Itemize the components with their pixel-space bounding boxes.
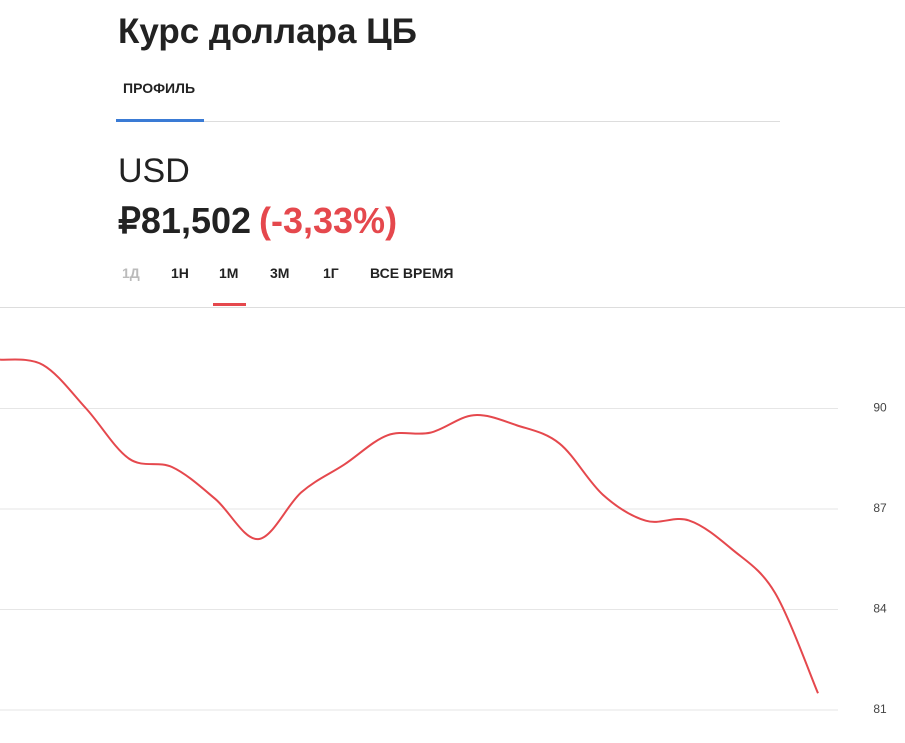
separator <box>0 307 905 308</box>
tab[interactable]: ПРОФИЛЬ <box>123 80 196 96</box>
y-tick-label: 81 <box>873 702 887 716</box>
change: (-3,33%) <box>259 200 398 241</box>
period-tab: 1Д <box>122 265 140 281</box>
y-tick-label: 87 <box>873 501 887 515</box>
period-tab[interactable]: 3М <box>270 265 290 281</box>
y-tick-label: 84 <box>873 602 887 616</box>
y-tick-label: 90 <box>873 401 887 415</box>
ticker: USD <box>118 152 190 190</box>
period-tab[interactable]: 1Г <box>323 265 339 281</box>
price: ₽81,502 <box>118 200 252 241</box>
period-tab[interactable]: 1Н <box>171 265 189 281</box>
page-title: Курс доллара ЦБ <box>118 12 417 51</box>
period-tab[interactable]: 1М <box>219 265 239 281</box>
price-row: ₽81,502 (-3,33%) <box>118 200 397 242</box>
active-period-underline <box>213 303 246 306</box>
price-line <box>0 358 819 694</box>
tab-underline <box>116 119 204 122</box>
separator <box>116 121 780 122</box>
period-tab[interactable]: ВСЕ ВРЕМЯ <box>370 265 454 281</box>
